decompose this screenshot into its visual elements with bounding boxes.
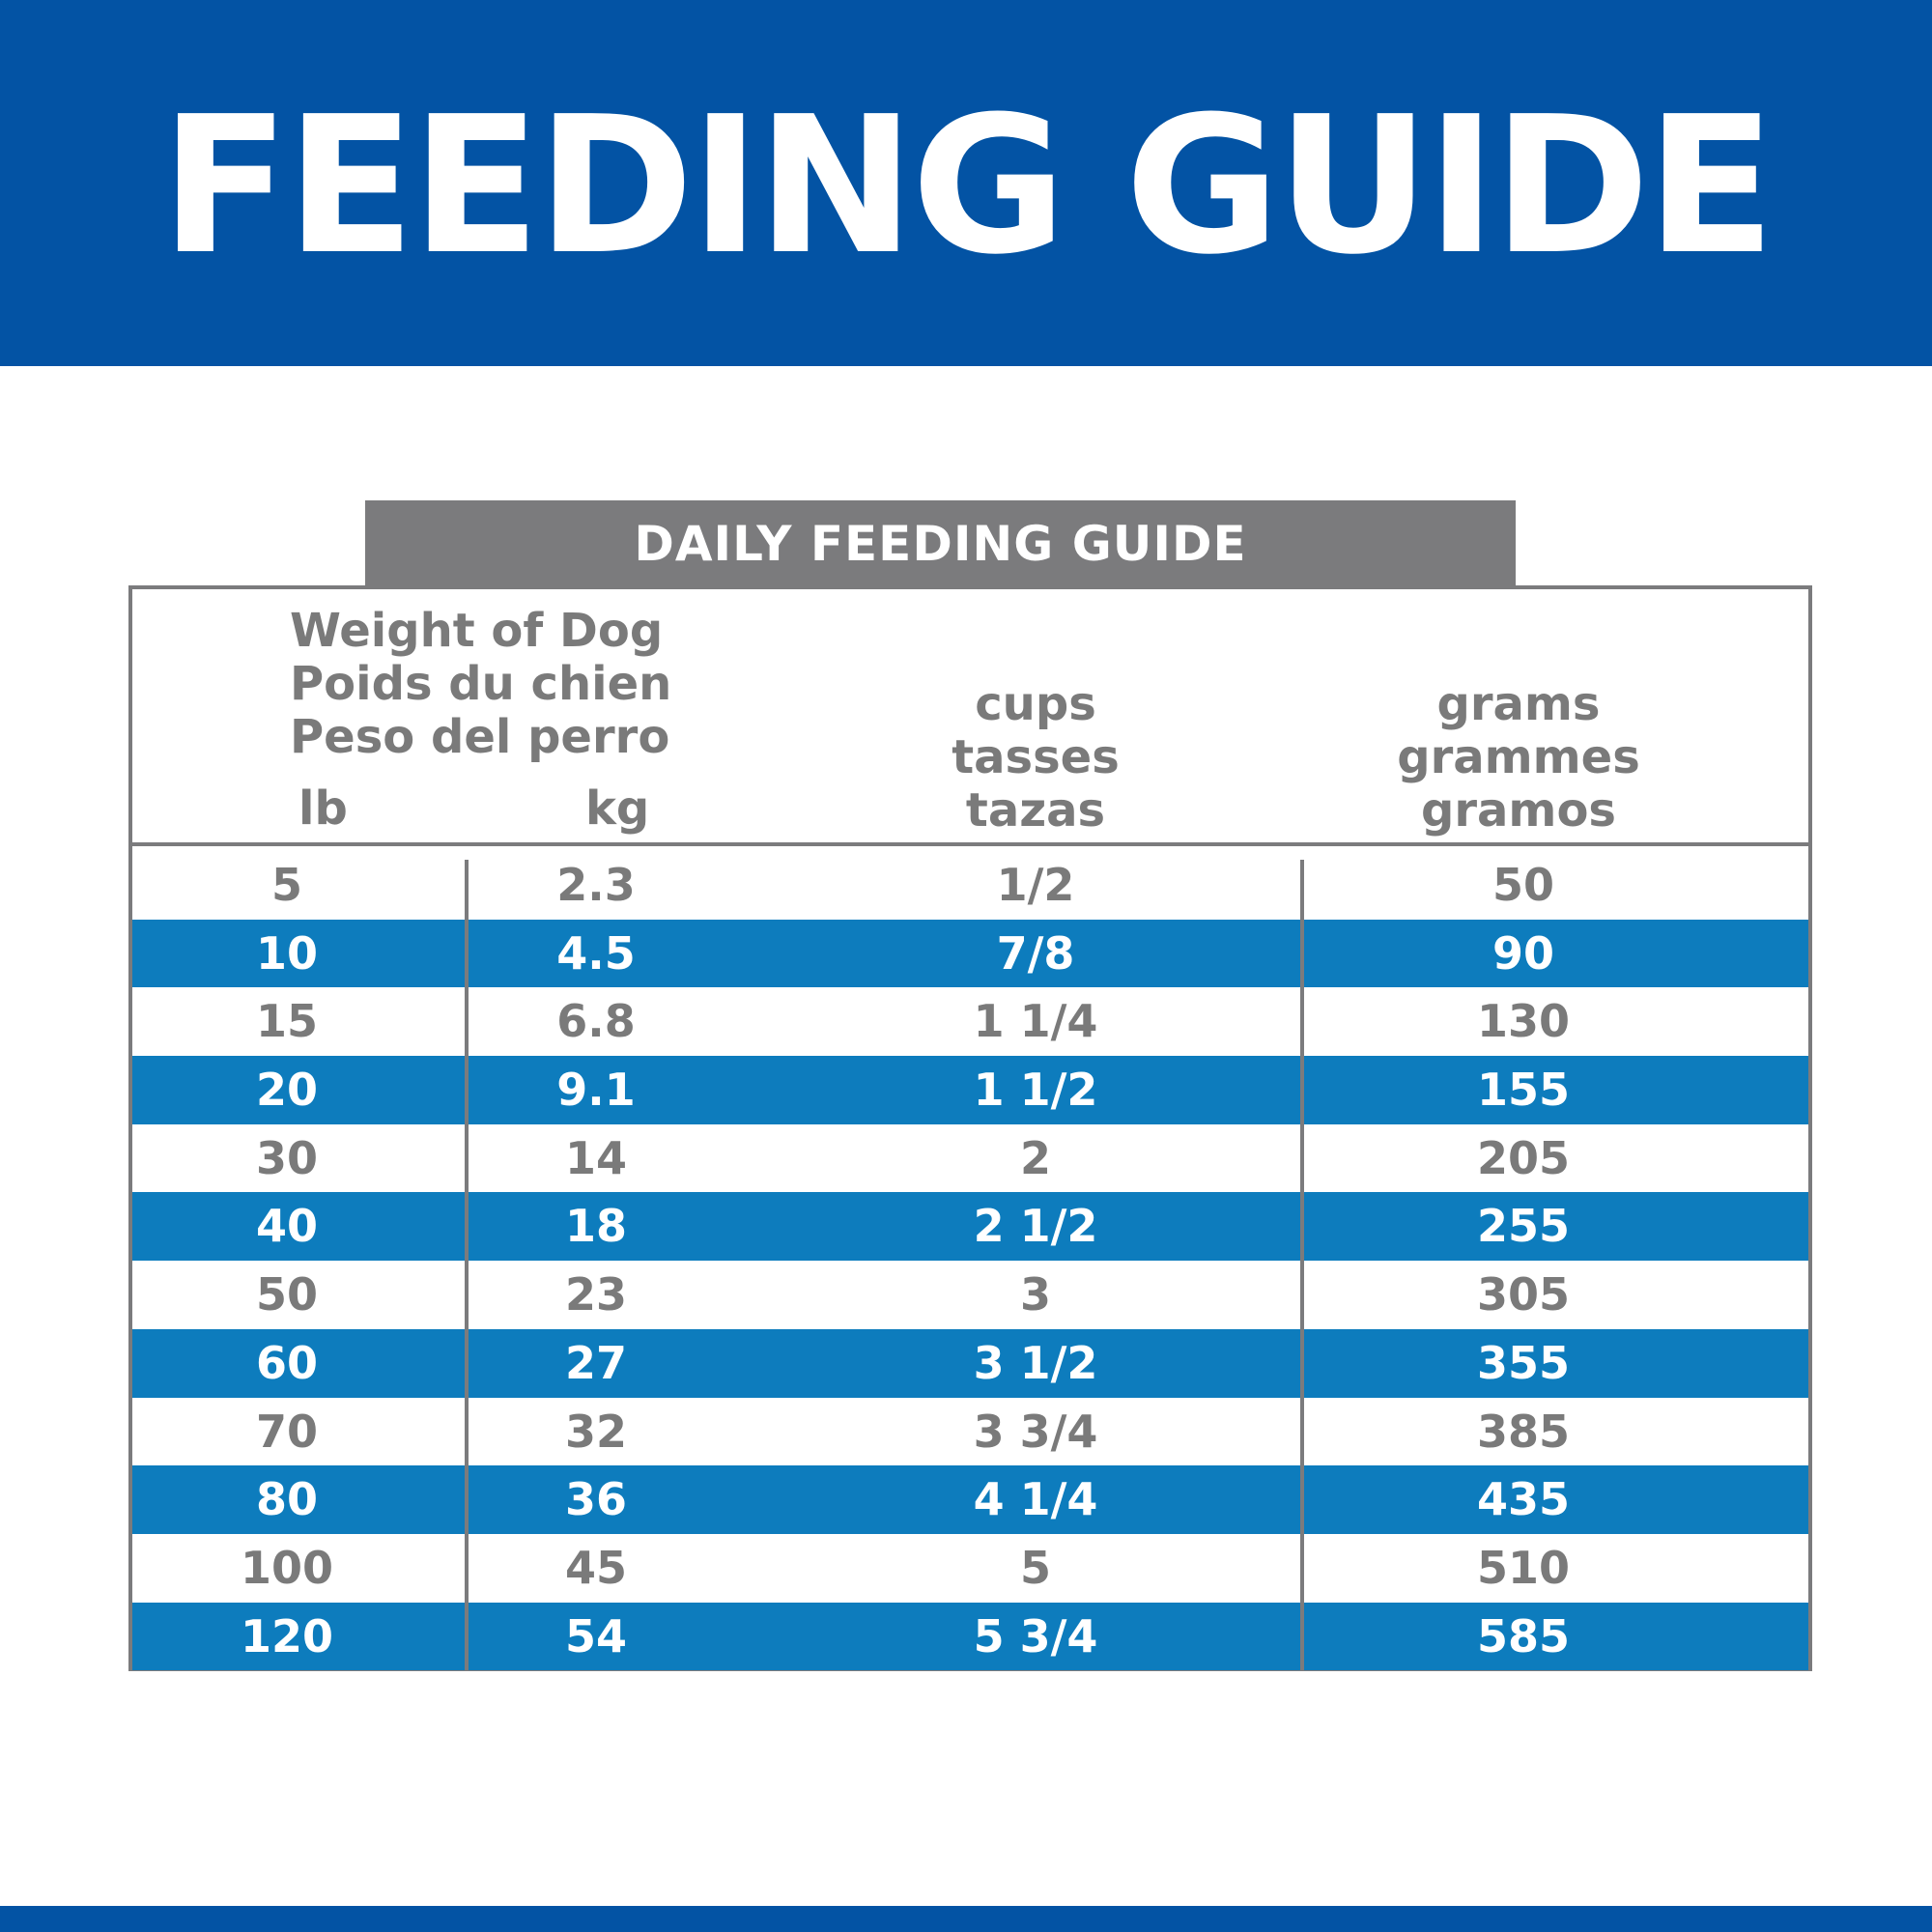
cups-cell: 3 3/4 — [973, 1405, 1098, 1458]
table-row: 10 4.5 7/8 90 — [132, 919, 1808, 988]
cups-cell: 1 1/4 — [973, 995, 1098, 1048]
cups-cell: 3 — [1019, 1268, 1051, 1321]
feeding-table: Weight of Dog Poids du chien Peso del pe… — [128, 585, 1812, 1671]
lb-cell: 80 — [255, 1473, 318, 1526]
weight-header-es: Peso del perro — [290, 710, 670, 764]
table-row: 120 54 5 3/4 585 — [132, 1602, 1808, 1671]
grams-cell: 355 — [1476, 1336, 1571, 1389]
cups-cell: 2 1/2 — [973, 1200, 1098, 1253]
table-row: 70 32 3 3/4 385 — [132, 1397, 1808, 1466]
kg-cell: 32 — [564, 1405, 627, 1458]
table-row: 20 9.1 1 1/2 155 — [132, 1056, 1808, 1124]
lb-cell: 70 — [255, 1405, 318, 1458]
footer-bar — [0, 1906, 1932, 1932]
header-divider — [132, 842, 1808, 846]
kg-cell: 45 — [564, 1541, 627, 1594]
grams-cell: 385 — [1476, 1405, 1571, 1458]
grams-cell: 90 — [1492, 926, 1554, 980]
table-body: 5 2.3 1/2 50 10 4.5 7/8 90 15 6.8 1 1/4 … — [132, 851, 1808, 1671]
lb-cell: 5 — [270, 859, 302, 911]
cups-cell: 1 1/2 — [973, 1064, 1098, 1117]
grams-cell: 130 — [1476, 995, 1571, 1048]
cups-header-fr: tasses — [952, 730, 1120, 784]
kg-cell: 27 — [564, 1336, 627, 1389]
lb-cell: 50 — [255, 1268, 318, 1321]
table-row: 40 18 2 1/2 255 — [132, 1192, 1808, 1262]
feeding-guide-banner: FEEDING GUIDE — [0, 0, 1932, 366]
column-divider-lb-kg — [465, 860, 469, 1671]
table-row: 100 45 5 510 — [132, 1533, 1808, 1603]
table-row: 50 23 3 305 — [132, 1261, 1808, 1329]
lb-cell: 40 — [255, 1200, 318, 1253]
cups-cell: 5 3/4 — [973, 1609, 1098, 1662]
lb-cell: 10 — [255, 926, 318, 980]
grams-cell: 510 — [1476, 1541, 1571, 1594]
lb-cell: 60 — [255, 1336, 318, 1389]
cups-cell: 2 — [1019, 1131, 1051, 1184]
weight-header-en: Weight of Dog — [290, 604, 664, 658]
kg-cell: 18 — [564, 1200, 627, 1253]
lb-cell: 30 — [255, 1131, 318, 1184]
grams-header: grams grammes gramos — [1190, 678, 1847, 838]
column-divider-cups-grams — [1300, 860, 1304, 1671]
cups-header: cups tasses tazas — [707, 678, 1364, 838]
table-title: DAILY FEEDING GUIDE — [365, 500, 1516, 587]
kg-cell: 36 — [564, 1473, 627, 1526]
grams-cell: 50 — [1492, 859, 1554, 911]
kg-cell: 9.1 — [556, 1064, 636, 1117]
grams-header-es: gramos — [1421, 783, 1616, 838]
lb-cell: 100 — [240, 1541, 334, 1594]
cups-header-es: tazas — [965, 783, 1106, 838]
cups-cell: 4 1/4 — [973, 1473, 1098, 1526]
kg-header: kg — [585, 781, 650, 836]
table-row: 5 2.3 1/2 50 — [132, 851, 1808, 920]
cups-cell: 5 — [1019, 1541, 1051, 1594]
kg-cell: 14 — [564, 1131, 627, 1184]
kg-cell: 6.8 — [556, 995, 636, 1048]
grams-header-fr: grammes — [1397, 730, 1640, 784]
lb-cell: 20 — [255, 1064, 318, 1117]
table-row: 15 6.8 1 1/4 130 — [132, 987, 1808, 1057]
weight-header-fr: Poids du chien — [290, 657, 672, 711]
cups-cell: 3 1/2 — [973, 1336, 1098, 1389]
grams-cell: 305 — [1476, 1268, 1571, 1321]
kg-cell: 54 — [564, 1609, 627, 1662]
grams-cell: 585 — [1476, 1609, 1571, 1662]
cups-header-en: cups — [975, 677, 1096, 731]
lb-header: lb — [298, 781, 348, 836]
page-title: FEEDING GUIDE — [160, 75, 1776, 297]
lb-cell: 15 — [255, 995, 318, 1048]
lb-cell: 120 — [240, 1609, 334, 1662]
grams-cell: 255 — [1476, 1200, 1571, 1253]
table-row: 30 14 2 205 — [132, 1123, 1808, 1193]
kg-cell: 2.3 — [556, 859, 636, 911]
grams-cell: 155 — [1476, 1064, 1571, 1117]
cups-cell: 1/2 — [996, 859, 1075, 911]
weight-header: Weight of Dog Poids du chien Peso del pe… — [290, 605, 671, 764]
kg-cell: 4.5 — [556, 926, 636, 980]
cups-cell: 7/8 — [996, 926, 1075, 980]
table-row: 60 27 3 1/2 355 — [132, 1328, 1808, 1398]
grams-header-en: grams — [1436, 677, 1601, 731]
kg-cell: 23 — [564, 1268, 627, 1321]
grams-cell: 435 — [1476, 1473, 1571, 1526]
table-row: 80 36 4 1/4 435 — [132, 1465, 1808, 1534]
grams-cell: 205 — [1476, 1131, 1571, 1184]
